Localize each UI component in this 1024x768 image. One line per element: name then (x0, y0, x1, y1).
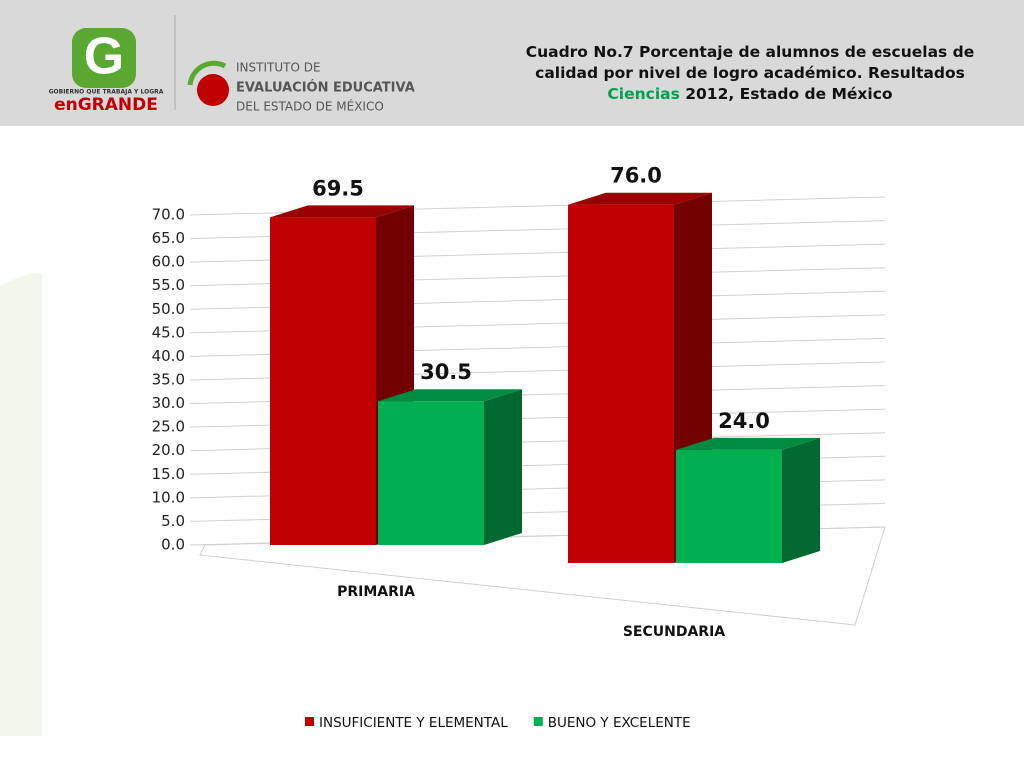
chart-title: Cuadro No.7 Porcentaje de alumnos de esc… (500, 42, 1000, 105)
y-tick-label: 10.0 (152, 488, 185, 506)
bar-top (270, 205, 414, 218)
y-tick-label: 40.0 (152, 347, 185, 365)
y-tick-label: 15.0 (152, 465, 185, 483)
y-tick-label: 20.0 (152, 441, 185, 459)
logo-tagline: GOBIERNO QUE TRABAJA Y LOGRA (49, 89, 164, 96)
logo-g (72, 28, 136, 88)
legend-label: BUENO Y EXCELENTE (548, 715, 691, 731)
bar-top (378, 389, 522, 402)
y-tick-label: 70.0 (152, 206, 185, 224)
bar (568, 204, 674, 563)
bar (378, 401, 484, 545)
chart: 0.0 5.0 10.0 15.0 20.0 25.0 30.0 35.0 40.0 45.0 50… (0, 164, 886, 736)
y-tick-label: 55.0 (152, 276, 185, 294)
logo-e (197, 74, 229, 106)
institute-line: EVALUACIÓN EDUCATIVA (236, 80, 415, 96)
y-tick-label: 25.0 (152, 418, 185, 436)
legend-swatch (305, 717, 314, 726)
y-tick-label: 30.0 (152, 394, 185, 412)
y-tick-label: 50.0 (152, 300, 185, 318)
institute-line: INSTITUTO DE (236, 61, 321, 75)
legend-label: INSUFICIENTE Y ELEMENTAL (319, 715, 508, 731)
bar-top (676, 437, 820, 450)
value-label: 76.0 (610, 164, 662, 188)
decoration (0, 272, 42, 736)
x-tick-label: PRIMARIA (337, 584, 415, 600)
y-tick-label: 60.0 (152, 253, 185, 271)
bar-side (484, 389, 522, 545)
logos: G GOBIERNO QUE TRABAJA Y LOGRA enGRANDE … (49, 15, 415, 115)
y-tick-label: 0.0 (161, 536, 185, 554)
bar (676, 449, 782, 563)
title-highlight: Ciencias (607, 85, 680, 103)
value-label: 30.5 (420, 360, 472, 384)
title-part: Cuadro No.7 Porcentaje de alumnos de esc… (525, 43, 975, 82)
value-label: 69.5 (312, 176, 364, 200)
logo-letter: G (84, 28, 124, 86)
legend-swatch (533, 717, 543, 726)
bar-top (568, 192, 712, 205)
header: G GOBIERNO QUE TRABAJA Y LOGRA enGRANDE … (0, 0, 1024, 126)
logo-brand: enGRANDE (54, 95, 158, 115)
value-label: 24.0 (718, 409, 770, 433)
institute-line: DEL ESTADO DE MÉXICO (236, 99, 384, 114)
y-tick-label: 65.0 (152, 229, 185, 247)
logo-arc (187, 60, 227, 86)
x-tick-label: SECUNDARIA (623, 624, 725, 640)
y-tick-label: 5.0 (161, 512, 185, 530)
title-part: 2012, Estado de México (679, 85, 893, 103)
bar-side (782, 437, 820, 563)
y-tick-label: 45.0 (152, 323, 185, 341)
y-tick-label: 35.0 (152, 371, 185, 389)
bar (270, 217, 376, 545)
